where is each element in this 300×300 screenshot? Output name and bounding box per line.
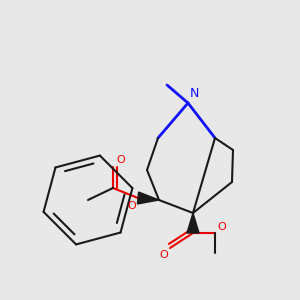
- Text: O: O: [217, 222, 226, 232]
- Polygon shape: [187, 213, 199, 233]
- Polygon shape: [137, 192, 159, 204]
- Text: O: O: [159, 250, 168, 260]
- Text: O: O: [116, 155, 125, 165]
- Text: N: N: [190, 87, 200, 100]
- Text: O: O: [127, 201, 136, 211]
